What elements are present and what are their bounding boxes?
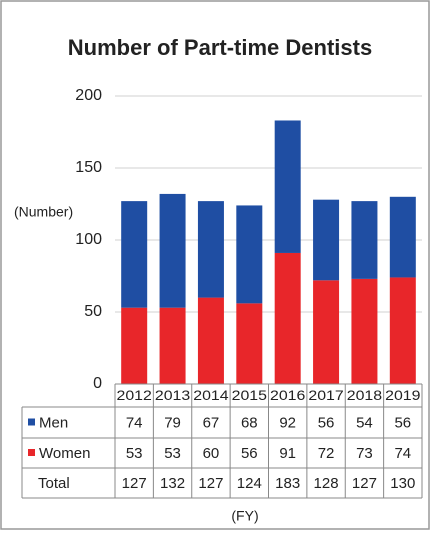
table-total: 130 xyxy=(390,475,415,492)
bar-segment xyxy=(159,307,186,384)
bar-segment xyxy=(121,201,148,308)
bar-segment xyxy=(313,199,340,281)
table-value: 53 xyxy=(126,445,143,462)
bar-segment xyxy=(274,120,301,253)
x-tick-label: 2019 xyxy=(385,388,420,403)
legend-label: Women xyxy=(39,445,90,462)
legend-swatch xyxy=(28,418,35,426)
table-value: 74 xyxy=(126,414,143,431)
table-value: 60 xyxy=(203,445,220,462)
y-axis-label: (Number) xyxy=(14,204,73,220)
table-value: 56 xyxy=(241,445,258,462)
table-value: 73 xyxy=(356,445,373,462)
total-label: Total xyxy=(38,475,70,492)
bar-segment xyxy=(313,280,340,384)
y-tick-label: 0 xyxy=(93,375,102,392)
y-tick-label: 200 xyxy=(75,87,102,104)
table-value: 67 xyxy=(203,414,220,431)
table-value: 91 xyxy=(279,445,296,462)
x-tick-label: 2013 xyxy=(155,388,190,403)
table-value: 92 xyxy=(279,414,296,431)
bar-segment xyxy=(274,252,301,384)
x-tick-label: 2017 xyxy=(308,388,343,403)
bar-segment xyxy=(351,201,378,279)
x-tick-label: 2012 xyxy=(117,388,152,403)
table-value: 54 xyxy=(356,414,373,431)
x-axis-label: (FY) xyxy=(231,508,258,524)
table-total: 127 xyxy=(198,475,223,492)
y-tick-label: 150 xyxy=(75,159,102,176)
table-total: 127 xyxy=(352,475,377,492)
table-total: 128 xyxy=(314,475,339,492)
bar-segment xyxy=(159,193,186,308)
bar-segment xyxy=(197,297,224,384)
table-total: 183 xyxy=(275,475,300,492)
table-value: 74 xyxy=(394,445,411,462)
bar-segment xyxy=(197,201,224,298)
legend-label: Men xyxy=(39,414,68,431)
table-value: 79 xyxy=(164,414,181,431)
y-tick-label: 50 xyxy=(84,303,102,320)
y-tick-label: 100 xyxy=(75,231,102,248)
table-value: 56 xyxy=(318,414,335,431)
bar-segment xyxy=(236,205,263,304)
table-total: 132 xyxy=(160,475,185,492)
x-tick-label: 2015 xyxy=(232,388,267,403)
table-total: 127 xyxy=(122,475,147,492)
table-value: 72 xyxy=(318,445,335,462)
x-tick-label: 2016 xyxy=(270,388,305,403)
bar-segment xyxy=(121,307,148,384)
bar-segment xyxy=(236,303,263,384)
table-value: 68 xyxy=(241,414,258,431)
chart-title: Number of Part-time Dentists xyxy=(68,35,372,60)
table-total: 124 xyxy=(237,475,262,492)
bar-segment xyxy=(389,196,416,278)
x-tick-label: 2018 xyxy=(347,388,382,403)
table-value: 53 xyxy=(164,445,181,462)
bar-segment xyxy=(389,277,416,384)
table-value: 56 xyxy=(394,414,411,431)
bar-segment xyxy=(351,278,378,384)
legend-swatch xyxy=(28,449,35,456)
x-tick-label: 2014 xyxy=(193,388,229,403)
